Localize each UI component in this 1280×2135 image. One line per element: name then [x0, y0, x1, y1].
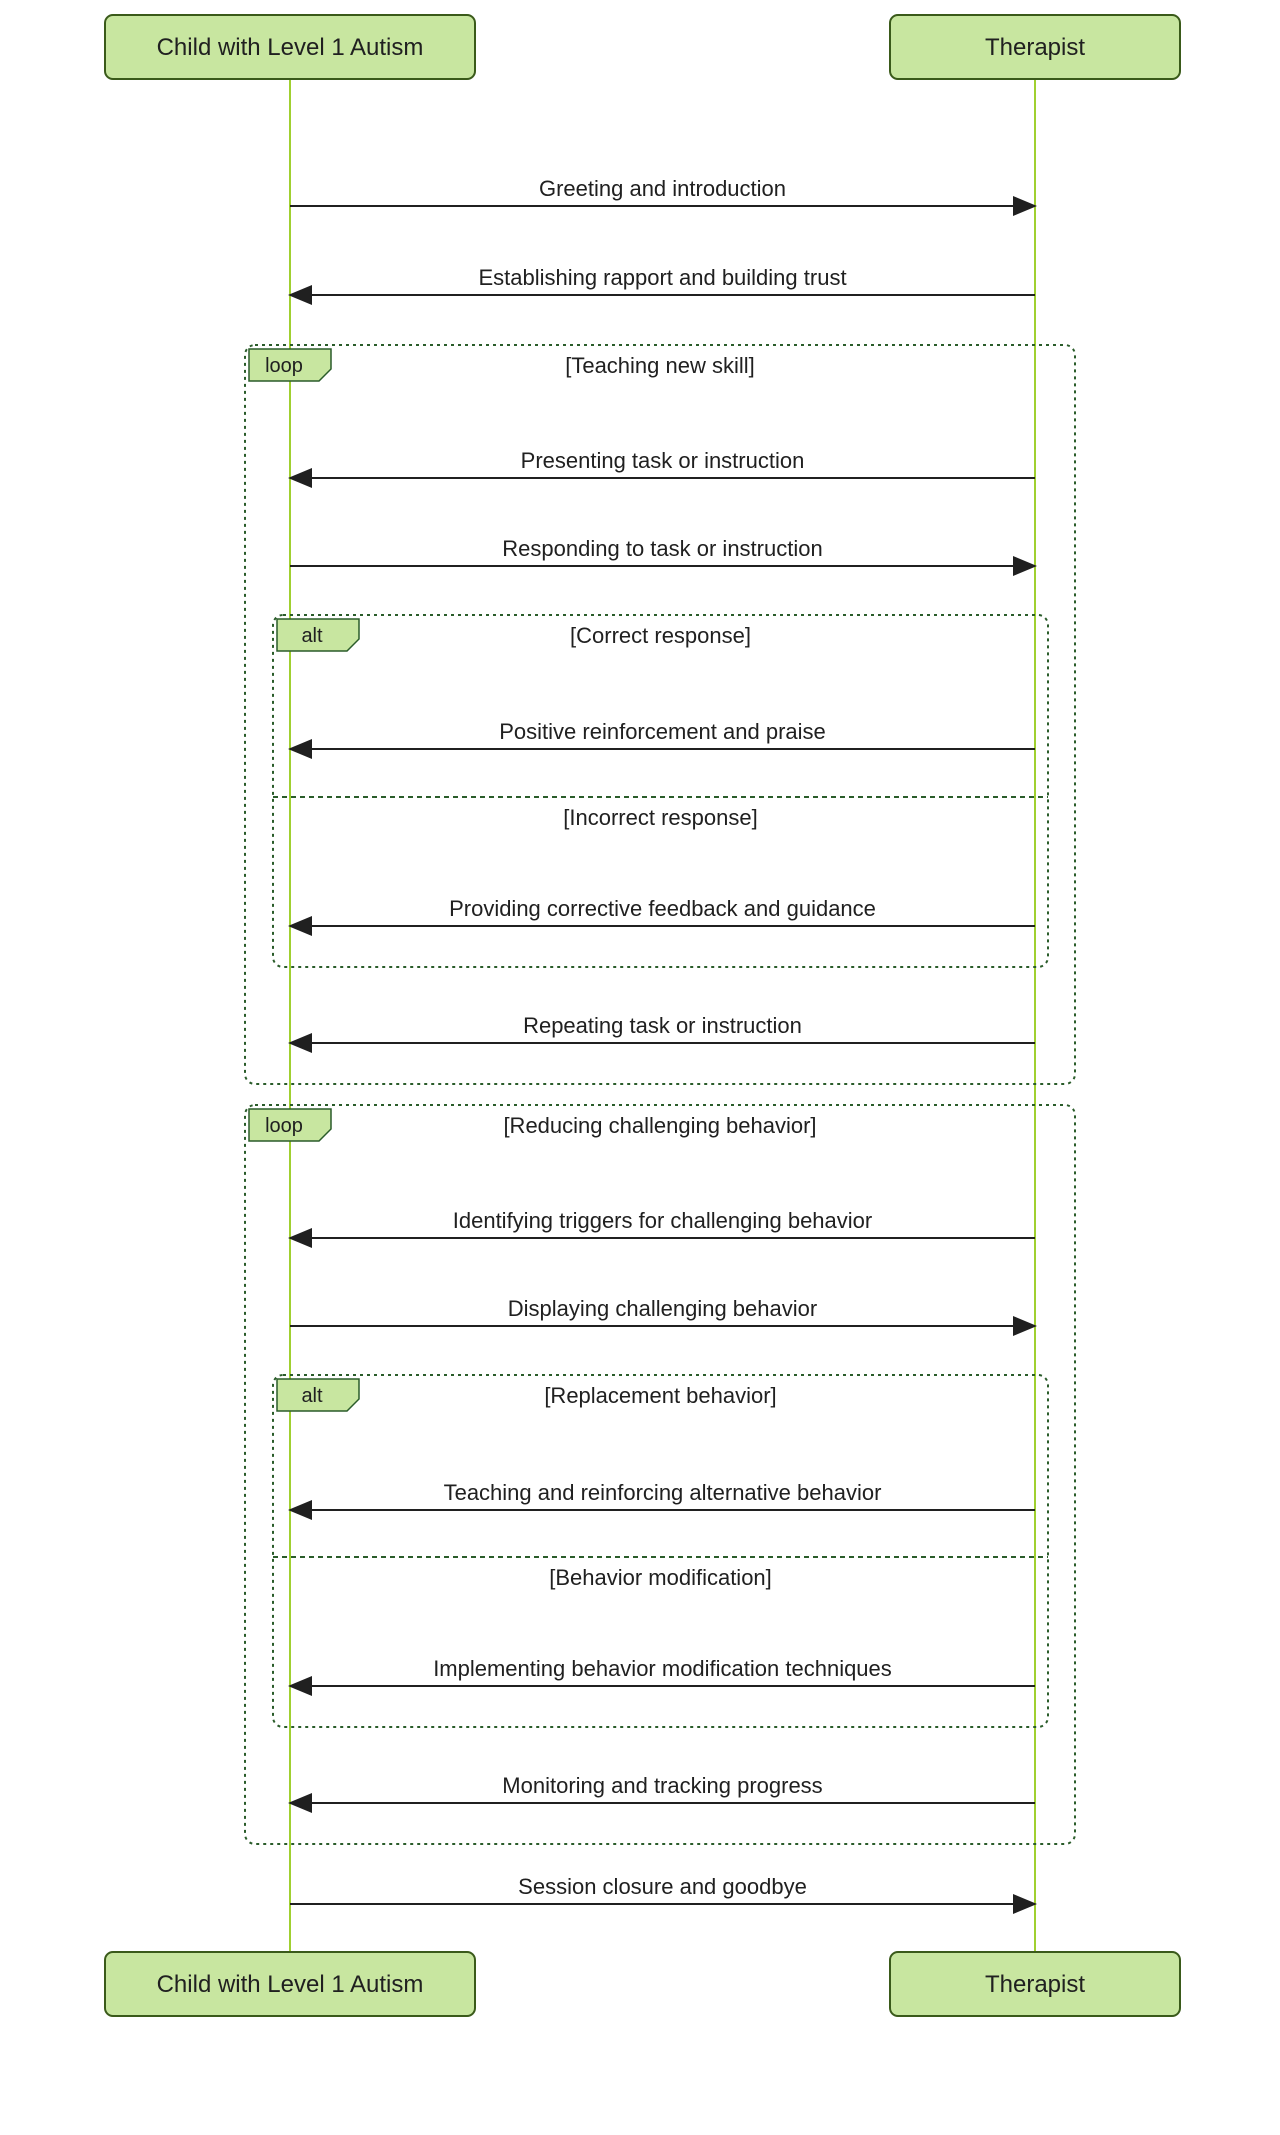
message-label: Implementing behavior modification techn…	[433, 1656, 892, 1681]
participant-therapist-bottom: Therapist	[890, 1952, 1180, 2016]
fragment-tag: alt	[301, 1385, 323, 1407]
fragment-divider-guard: [Incorrect response]	[563, 805, 757, 830]
fragment-tag: loop	[265, 1115, 303, 1137]
participant-label: Therapist	[985, 34, 1085, 61]
message-label: Repeating task or instruction	[523, 1013, 802, 1038]
message-label: Positive reinforcement and praise	[499, 719, 826, 744]
participant-label: Child with Level 1 Autism	[157, 34, 424, 61]
fragments: loop [Teaching new skill] alt [Correct resp…	[245, 345, 1075, 1844]
message-label: Teaching and reinforcing alternative beh…	[444, 1480, 882, 1505]
message-label: Presenting task or instruction	[521, 448, 805, 473]
message-label: Displaying challenging behavior	[508, 1296, 817, 1321]
sequence-diagram: loop [Teaching new skill] alt [Correct resp…	[0, 0, 1280, 2130]
participant-child-bottom: Child with Level 1 Autism	[105, 1952, 475, 2016]
fragment-guard: [Correct response]	[570, 623, 751, 648]
message-label: Establishing rapport and building trust	[478, 265, 846, 290]
fragment-tag: loop	[265, 355, 303, 377]
messages: Greeting and introduction Establishing ra…	[290, 176, 1035, 1904]
message-label: Monitoring and tracking progress	[502, 1773, 822, 1798]
fragment-tag: alt	[301, 625, 323, 647]
participant-label: Child with Level 1 Autism	[157, 1971, 424, 1998]
participant-child-top: Child with Level 1 Autism	[105, 15, 475, 79]
message-label: Responding to task or instruction	[502, 536, 822, 561]
fragment-guard: [Replacement behavior]	[544, 1383, 776, 1408]
message-label: Identifying triggers for challenging beh…	[453, 1208, 872, 1233]
message-label: Providing corrective feedback and guidan…	[449, 896, 876, 921]
fragment-guard: [Reducing challenging behavior]	[503, 1113, 816, 1138]
participant-therapist-top: Therapist	[890, 15, 1180, 79]
message-label: Session closure and goodbye	[518, 1874, 807, 1899]
fragment-guard: [Teaching new skill]	[565, 353, 755, 378]
participant-label: Therapist	[985, 1971, 1085, 1998]
fragment-divider-guard: [Behavior modification]	[549, 1565, 772, 1590]
message-label: Greeting and introduction	[539, 176, 786, 201]
